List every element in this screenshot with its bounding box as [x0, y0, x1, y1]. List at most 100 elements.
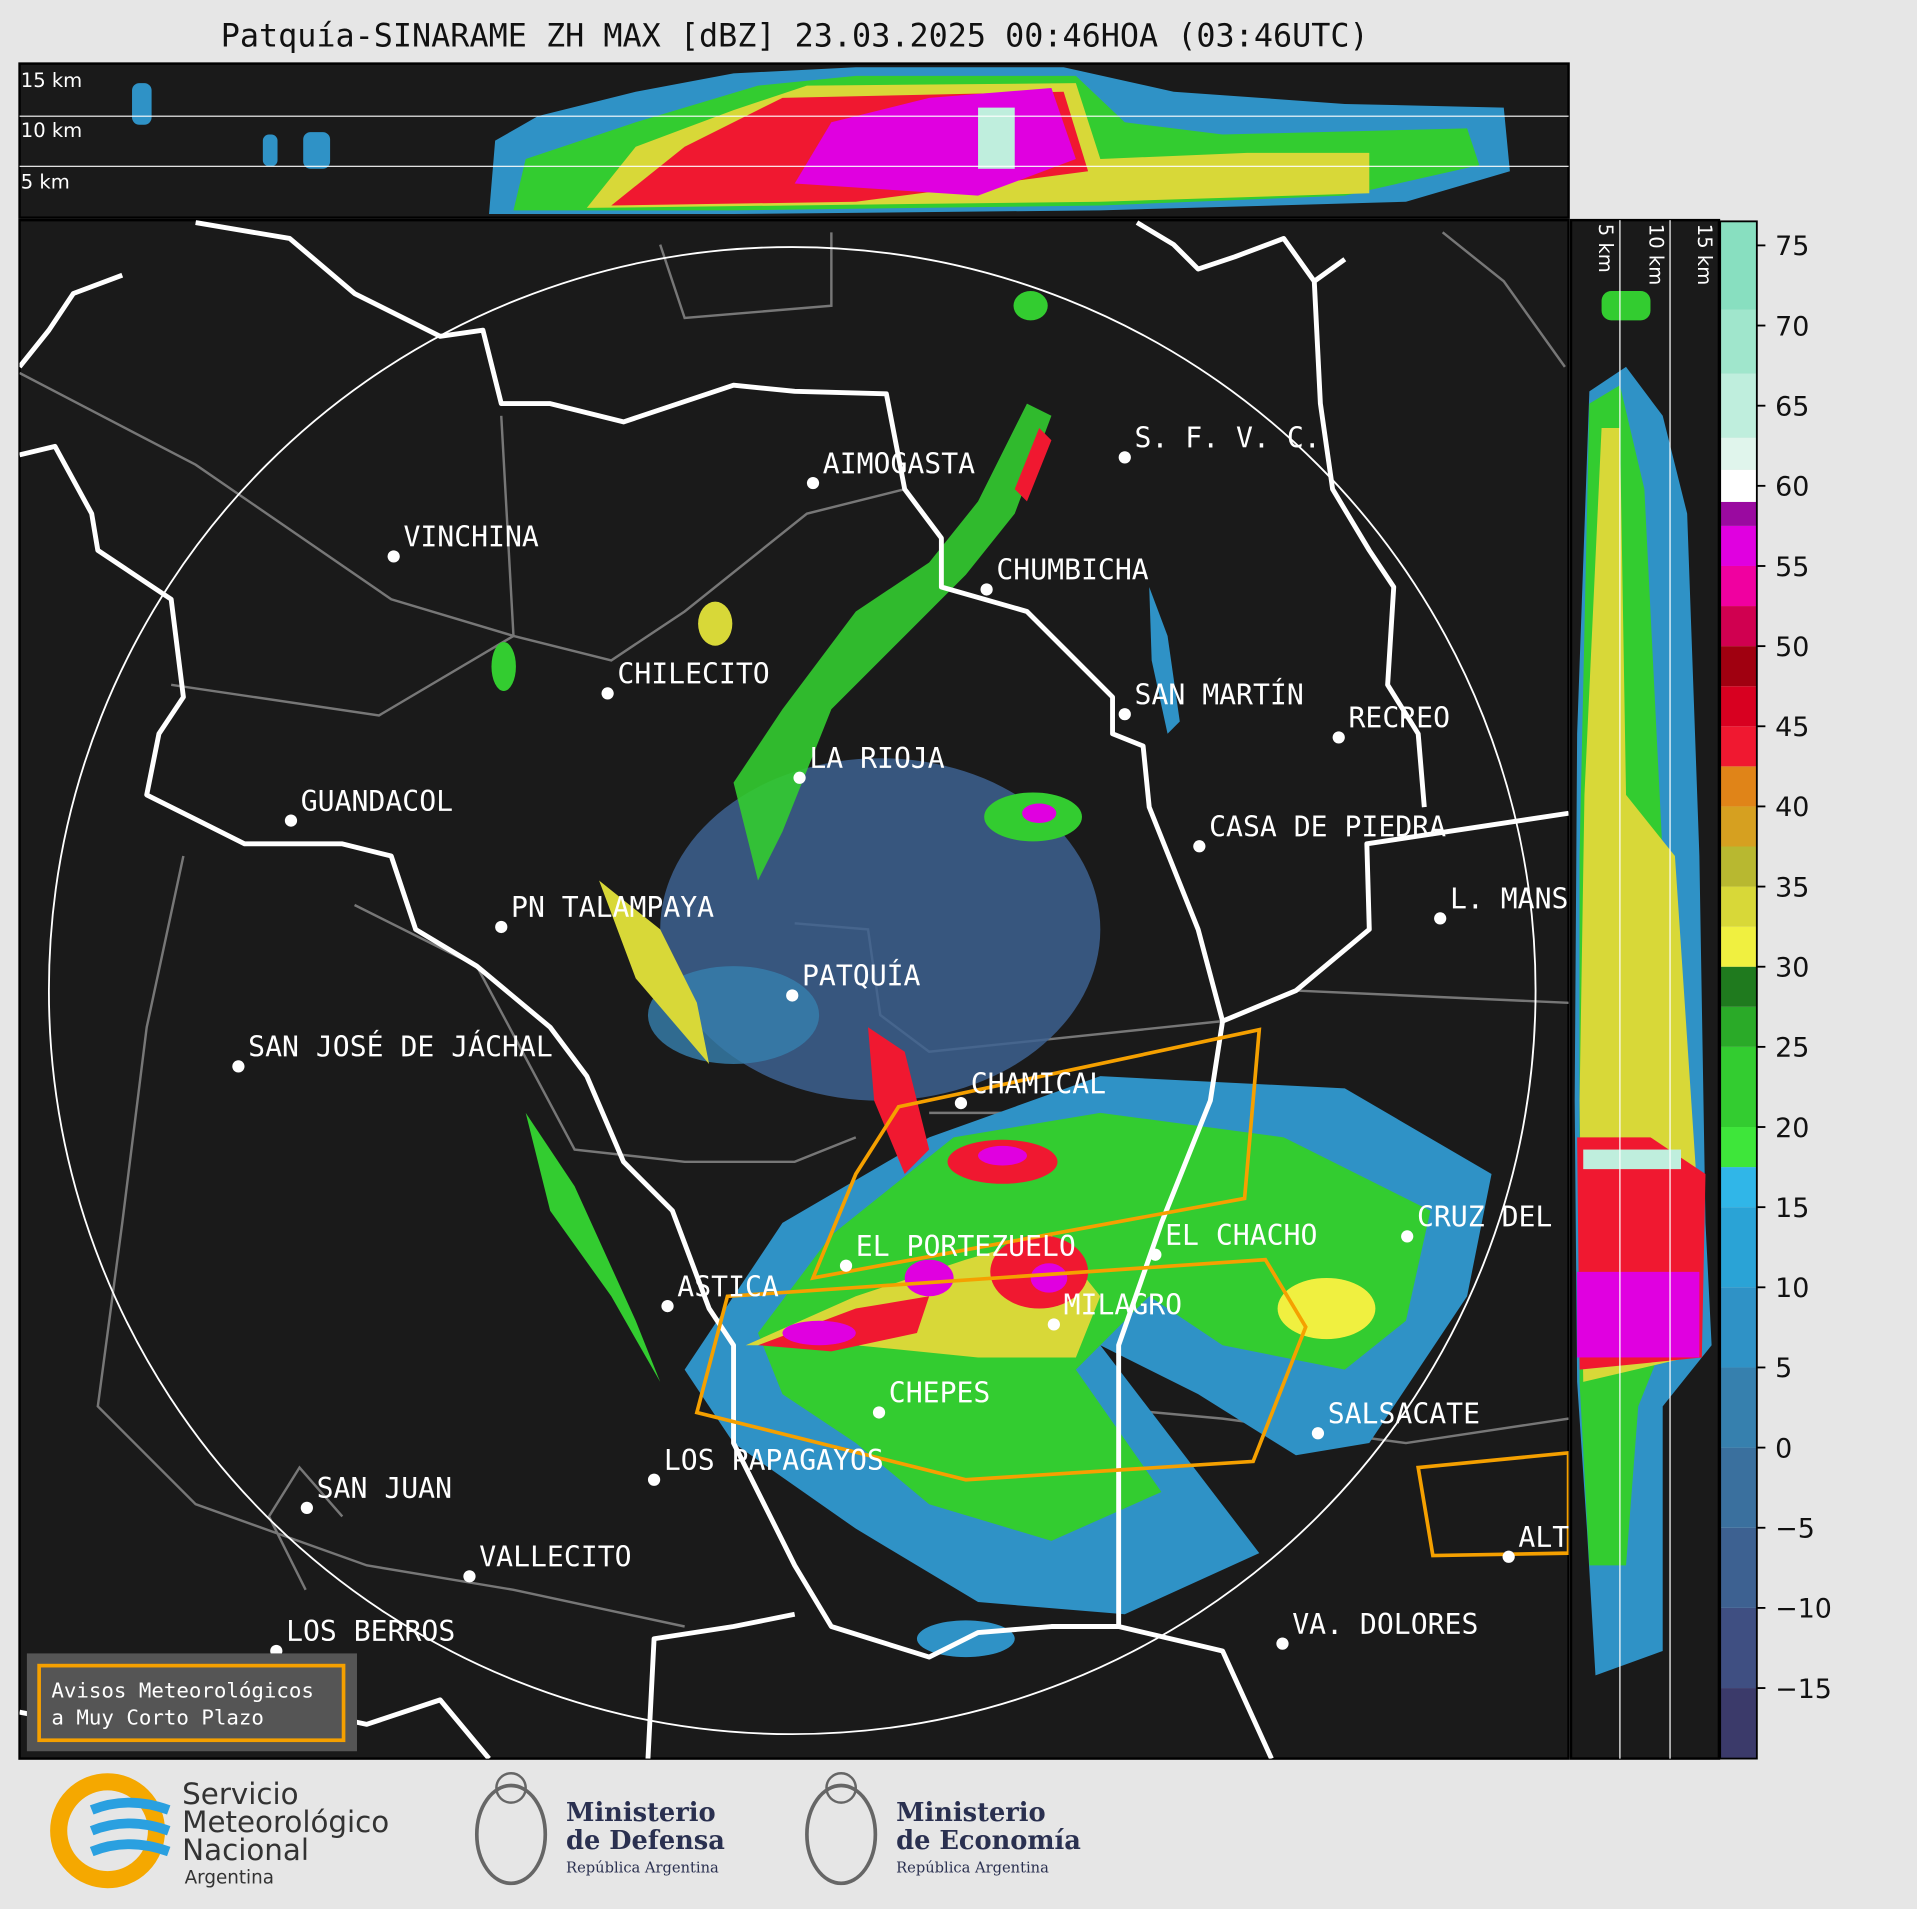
- city-dot: [387, 550, 400, 563]
- height-label: 5 km: [21, 170, 70, 193]
- colorbar-tick-label: 45: [1775, 712, 1809, 743]
- colorbar-band: [1720, 1167, 1757, 1208]
- legend-text: a Muy Corto Plazo: [51, 1705, 264, 1729]
- colorbar-band: [1720, 1367, 1757, 1448]
- city-dot: [661, 1299, 674, 1313]
- colorbar-band: [1720, 686, 1757, 727]
- city-dot: [1434, 912, 1447, 925]
- city-label: VA. DOLORES: [1292, 1608, 1478, 1641]
- colorbar-tick-label: 55: [1775, 552, 1809, 583]
- colorbar-band: [1720, 1006, 1757, 1047]
- colorbar-frame: [1719, 220, 1758, 1760]
- city-dot: [232, 1060, 245, 1073]
- colorbar-tick-label: −15: [1775, 1674, 1832, 1705]
- colorbar-tick-label: 0: [1775, 1433, 1792, 1464]
- colorbar-band: [1720, 1607, 1757, 1689]
- colorbar-tick-label: 70: [1775, 311, 1809, 342]
- colorbar-tick-label: 30: [1775, 953, 1809, 984]
- city-dot: [1118, 451, 1131, 464]
- city-label: SAN MARTÍN: [1135, 677, 1304, 711]
- city-label: CRUZ DEL: [1417, 1201, 1552, 1234]
- city-dot: [463, 1570, 476, 1583]
- colorbar-band: [1720, 606, 1757, 647]
- colorbar: [1720, 221, 1757, 1759]
- colorbar-tick-label: −5: [1775, 1514, 1815, 1545]
- colorbar-band: [1720, 501, 1757, 526]
- colorbar-tick-label: 15: [1775, 1193, 1809, 1224]
- city-label: LOS PAPAGAYOS: [664, 1444, 884, 1477]
- colorbar-tick-label: 60: [1775, 472, 1809, 503]
- city-label: CHEPES: [889, 1377, 991, 1410]
- colorbar-tick-label: 50: [1775, 632, 1809, 663]
- city-label: EL CHACHO: [1165, 1219, 1317, 1252]
- colorbar-band: [1720, 726, 1757, 767]
- colorbar-band: [1720, 846, 1757, 887]
- city-dot: [1401, 1230, 1414, 1243]
- height-label: 10 km: [21, 119, 82, 142]
- colorbar-tick-label: 25: [1775, 1033, 1809, 1064]
- city-dot: [647, 1473, 661, 1486]
- title: Patquía-SINARAME ZH MAX [dBZ] 23.03.2025…: [221, 17, 1369, 54]
- city-label: CASA DE PIEDRA: [1209, 810, 1446, 843]
- city-label: AIMOGASTA: [823, 447, 975, 480]
- province-borders: [19, 220, 1569, 1759]
- logo-text: República Argentina: [566, 1859, 719, 1876]
- city-dot: [872, 1406, 886, 1419]
- colorbar-tick-label: 40: [1775, 792, 1809, 823]
- city-label: VALLECITO: [479, 1541, 631, 1574]
- colorbar-band: [1720, 221, 1757, 310]
- city-dot: [839, 1259, 853, 1272]
- colorbar-band: [1720, 469, 1757, 502]
- colorbar-band: [1720, 373, 1757, 438]
- city-label: VINCHINA: [403, 521, 538, 554]
- city-dot: [1118, 708, 1131, 721]
- colorbar-tick-label: −10: [1775, 1594, 1832, 1625]
- cross-section-echo: [132, 67, 1510, 215]
- city-dot: [806, 476, 820, 490]
- colorbar-band: [1720, 806, 1757, 847]
- colorbar-band: [1720, 766, 1757, 807]
- city-layer: S. F. V. C. AIMOGASTA VINCHINA CHUMBICHA CHI…: [232, 422, 1569, 1658]
- city-label: RECREO: [1349, 702, 1451, 735]
- colorbar-tick-label: 10: [1775, 1273, 1809, 1304]
- city-dot: [1047, 1318, 1060, 1331]
- height-label: 5 km: [1594, 224, 1617, 273]
- colorbar-band: [1720, 646, 1757, 687]
- city-label: SALSACATE: [1328, 1397, 1480, 1430]
- city-label: LOS BERROS: [286, 1615, 455, 1648]
- legend-box: Avisos Meteorológicos a Muy Corto Plazo: [26, 1653, 357, 1752]
- city-label: CHILECITO: [617, 658, 769, 691]
- colorbar-band: [1720, 966, 1757, 1007]
- legend-text: Avisos Meteorológicos: [51, 1678, 314, 1702]
- logo-text: Meteorológico: [182, 1805, 389, 1839]
- city-label: EL PORTEZUELO: [856, 1230, 1076, 1263]
- city-dot: [1149, 1248, 1162, 1261]
- colorbar-band: [1720, 1046, 1757, 1128]
- height-label: 10 km: [1644, 224, 1667, 285]
- height-label: 15 km: [1693, 224, 1716, 285]
- city-dot: [793, 771, 806, 784]
- city-dot: [300, 1501, 313, 1514]
- city-dot: [1332, 731, 1345, 744]
- radar-range-ring: [47, 246, 1537, 1736]
- colorbar-band: [1720, 309, 1757, 374]
- city-dot: [954, 1096, 968, 1110]
- defensa-logo: Ministerio de Defensa República Argentin…: [474, 1772, 725, 1886]
- logo-text: República Argentina: [896, 1859, 1049, 1876]
- city-label: CHUMBICHA: [996, 554, 1148, 587]
- city-label: SAN JUAN: [317, 1472, 452, 1505]
- city-label: PN TALAMPAYA: [511, 891, 714, 924]
- colorbar-band: [1720, 525, 1757, 566]
- logo-text: Ministerio: [896, 1798, 1046, 1828]
- city-dot: [601, 687, 614, 700]
- logo-text: Servicio: [182, 1777, 298, 1811]
- logo-text: Argentina: [185, 1867, 274, 1888]
- warning-polygons: [694, 1027, 1569, 1558]
- city-dot: [1193, 840, 1206, 853]
- colorbar-tick-label: 75: [1775, 231, 1809, 262]
- city-dot: [1502, 1550, 1515, 1563]
- city-dot: [786, 989, 799, 1002]
